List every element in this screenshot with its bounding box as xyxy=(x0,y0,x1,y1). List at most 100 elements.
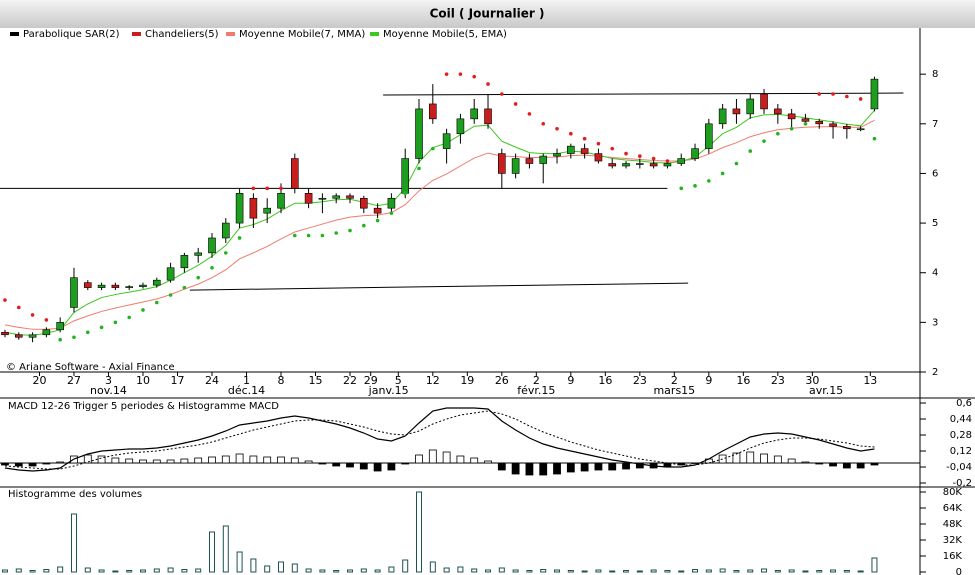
volume-bar xyxy=(540,569,547,573)
histogram-bar xyxy=(14,462,23,467)
candle-body xyxy=(194,252,202,256)
volume-bar xyxy=(15,568,22,573)
volume-bar xyxy=(181,569,188,573)
histogram-bar xyxy=(1,462,9,466)
candle-body xyxy=(815,121,824,125)
candle-body xyxy=(649,163,658,167)
candle-body xyxy=(746,98,755,115)
sar-dot xyxy=(555,126,559,131)
sar-dot xyxy=(403,191,408,196)
candle-body xyxy=(318,197,327,200)
volume-bar xyxy=(788,569,795,573)
histogram-bar xyxy=(373,462,382,472)
candle-body xyxy=(70,277,78,308)
sar-dot xyxy=(417,166,421,171)
x-tick-label: 19 xyxy=(460,374,474,387)
y-tick-label: 16K xyxy=(943,551,963,562)
histogram-bar xyxy=(594,462,603,471)
volume-bar xyxy=(112,570,119,573)
volume-bar xyxy=(567,570,574,573)
sar-dot xyxy=(651,156,656,161)
histogram-bar xyxy=(442,451,451,464)
sar-dot xyxy=(320,233,325,238)
candle-body xyxy=(28,334,37,338)
volume-bar xyxy=(167,567,174,573)
sar-dot xyxy=(624,151,628,156)
candle-body xyxy=(456,118,465,135)
histogram-bar xyxy=(208,456,216,464)
volume-bar xyxy=(857,570,864,573)
histogram-bar xyxy=(387,462,396,471)
x-tick-label: 10 xyxy=(136,374,150,387)
sar-dot xyxy=(500,92,504,96)
candle-body xyxy=(511,158,520,174)
histogram-bar xyxy=(470,457,479,464)
x-tick-label: 5 xyxy=(395,374,402,387)
candle-body xyxy=(401,158,410,194)
sar-dot xyxy=(527,112,532,116)
y-tick-label: 8 xyxy=(932,69,938,80)
sar-dot xyxy=(58,337,62,342)
month-label: avr.15 xyxy=(809,384,843,397)
candle-body xyxy=(249,197,258,219)
candle-body xyxy=(208,237,216,254)
histogram-bar xyxy=(194,457,203,464)
volume-bar xyxy=(222,525,229,573)
volume-bar xyxy=(650,569,657,573)
histogram-bar xyxy=(553,462,561,475)
sar-dot xyxy=(85,330,90,335)
candle-body xyxy=(705,123,713,149)
candle-body xyxy=(387,197,396,209)
sar-dot xyxy=(182,285,187,290)
sar-dot xyxy=(831,92,835,96)
sar-dot xyxy=(817,92,822,96)
sar-dot xyxy=(541,122,546,126)
sar-dot xyxy=(872,136,877,141)
histogram-bar xyxy=(277,456,285,464)
sar-dot xyxy=(16,305,21,310)
histogram-bar xyxy=(97,455,106,464)
volume-bar xyxy=(802,570,809,573)
histogram-bar xyxy=(249,455,258,464)
histogram-bar xyxy=(746,451,755,464)
candle-body xyxy=(373,207,382,214)
month-label: mars15 xyxy=(653,384,695,397)
volume-bar xyxy=(319,569,326,573)
volume-bar xyxy=(416,491,423,573)
candle-body xyxy=(1,331,9,336)
signal-line xyxy=(4,410,875,470)
candle-body xyxy=(332,195,341,199)
y-tick-label: 32K xyxy=(943,535,963,546)
volume-bar xyxy=(388,566,395,573)
sar-dot xyxy=(858,97,863,101)
volume-bar xyxy=(705,569,712,573)
candle-body xyxy=(221,222,230,239)
legend-label: Moyenne Mobile(5, EMA) xyxy=(383,29,507,40)
sar-dot xyxy=(776,131,780,136)
volume-bar xyxy=(277,561,284,573)
moving-average xyxy=(4,110,875,336)
y-tick-label: 5 xyxy=(932,218,938,229)
candle-body xyxy=(111,284,120,288)
y-tick-label: 2 xyxy=(932,367,938,378)
histogram-bar xyxy=(332,462,341,467)
candle-body xyxy=(42,329,51,336)
histogram-bar xyxy=(773,455,782,464)
moving-average xyxy=(4,119,875,330)
volume-bar xyxy=(195,568,202,573)
candle-body xyxy=(290,158,299,189)
volume-bar xyxy=(153,568,160,573)
sar-dot xyxy=(789,126,794,131)
volume-bar xyxy=(250,558,257,573)
panel-title: MACD 12-26 Trigger 5 periodes & Histogra… xyxy=(8,401,279,412)
x-tick-label: 26 xyxy=(495,374,509,387)
sar-dot xyxy=(113,320,118,325)
histogram-bar xyxy=(539,462,548,476)
sar-dot xyxy=(306,233,311,238)
candle-body xyxy=(843,125,851,130)
candle-body xyxy=(442,133,451,149)
sar-dot xyxy=(362,223,366,228)
sar-dot xyxy=(44,318,49,322)
